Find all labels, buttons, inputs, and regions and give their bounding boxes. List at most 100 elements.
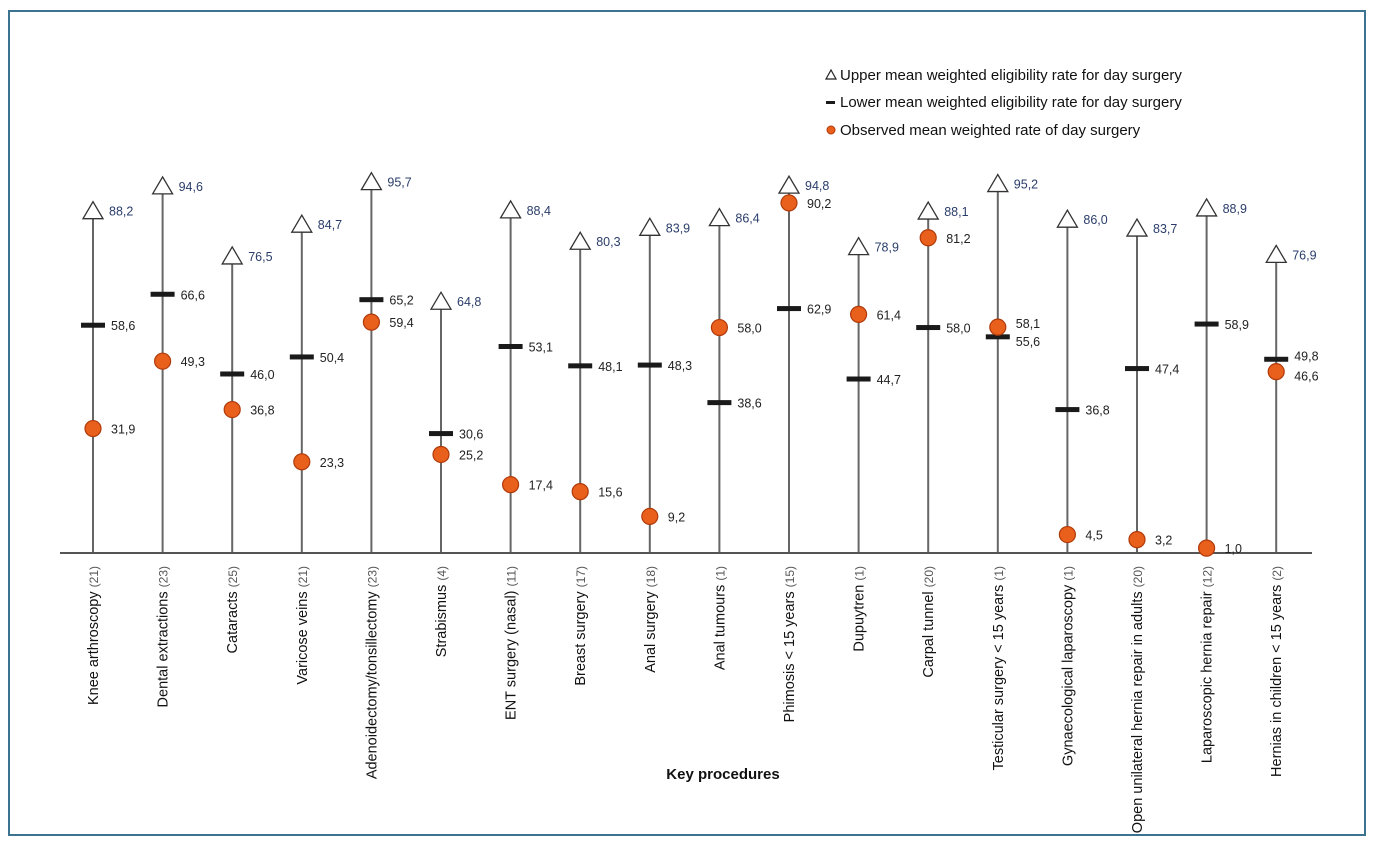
category-name: Open unilateral hernia repair in adults — [1130, 587, 1146, 833]
category-label: Carpal tunnel (20) — [921, 566, 937, 678]
upper-value-label: 76,5 — [248, 250, 272, 264]
category-count: (23) — [157, 566, 171, 587]
observed-marker — [84, 419, 102, 438]
lower-marker — [220, 371, 245, 377]
observed-value-label: 58,0 — [737, 322, 761, 336]
category-label: Breast surgery (17) — [573, 566, 589, 686]
observed-value-label: 81,2 — [946, 232, 970, 246]
legend-lower-label: Lower mean weighted eligibility rate for… — [840, 94, 1182, 111]
procedure-column: 88,2 58,6 31,9 Knee arthroscopy (21) — [81, 200, 135, 705]
procedure-column: 83,9 48,3 9,2 Anal surgery (18) — [637, 217, 692, 673]
lower-value-label: 58,6 — [111, 319, 135, 333]
lower-marker — [707, 400, 732, 406]
lower-value-label: 48,3 — [668, 359, 692, 373]
lower-value-label: 47,4 — [1155, 363, 1179, 377]
category-label: Dental extractions (23) — [156, 566, 172, 707]
lower-marker — [498, 344, 523, 350]
upper-value-label: 83,9 — [666, 221, 690, 235]
category-count: (18) — [644, 566, 658, 587]
legend-upper-label: Upper mean weighted eligibility rate for… — [840, 67, 1182, 84]
upper-value-label: 64,8 — [457, 295, 481, 309]
upper-marker — [499, 199, 522, 219]
upper-marker — [1125, 217, 1149, 237]
legend-item-observed: Observed mean weighted rate of day surge… — [826, 122, 1141, 139]
category-name: Testicular surgery < 15 years — [991, 581, 1007, 771]
observed-marker — [502, 476, 520, 494]
category-label: Knee arthroscopy (21) — [86, 566, 102, 705]
category-count: (11) — [505, 566, 519, 586]
observed-value-label: 58,1 — [1016, 317, 1040, 331]
legend-item-lower: Lower mean weighted eligibility rate for… — [826, 94, 1182, 111]
legend-item-upper: Upper mean weighted eligibility rate for… — [824, 67, 1182, 84]
procedure-column: 84,7 50,4 23,3 Varicose veins (21) — [289, 213, 344, 685]
upper-marker — [1265, 244, 1288, 264]
category-count: (2) — [1270, 566, 1284, 581]
category-count: (1) — [853, 566, 867, 581]
procedure-column: 83,7 47,4 3,2 Open unilateral hernia repair… — [1125, 217, 1179, 833]
category-count: (21) — [87, 566, 101, 587]
lower-marker — [81, 322, 105, 328]
lower-marker — [1125, 366, 1149, 372]
lower-marker — [359, 297, 384, 303]
upper-value-label: 94,6 — [179, 180, 203, 194]
lower-marker — [777, 306, 801, 312]
category-count: (23) — [365, 566, 379, 587]
category-label: Adenoidectomy/tonsillectomy (23) — [364, 566, 380, 779]
upper-value-label: 88,9 — [1223, 202, 1247, 216]
observed-value-label: 61,4 — [877, 308, 901, 322]
legend: Upper mean weighted eligibility rate for… — [824, 67, 1182, 139]
lower-marker — [985, 334, 1010, 340]
lower-value-label: 55,6 — [1016, 335, 1040, 349]
procedure-column: 95,7 65,2 59,4 Adenoidectomy/tonsillectomy … — [359, 171, 414, 779]
category-name: Anal tumours — [712, 581, 728, 670]
lower-value-label: 65,2 — [389, 294, 413, 308]
category-label: Testicular surgery < 15 years (1) — [991, 566, 1007, 770]
observed-value-label: 25,2 — [459, 448, 483, 462]
procedure-column: 88,1 58,0 81,2 Carpal tunnel (20) — [916, 200, 971, 678]
lower-value-label: 66,6 — [181, 288, 205, 302]
category-count: (1) — [992, 566, 1006, 581]
category-count: (20) — [922, 566, 936, 587]
lower-marker — [637, 362, 662, 368]
observed-marker — [362, 313, 380, 331]
observed-value-label: 36,8 — [250, 404, 274, 418]
observed-marker — [1267, 363, 1285, 381]
observed-value-label: 17,4 — [529, 479, 553, 493]
category-label: Dupuytren (1) — [852, 566, 868, 652]
category-name: Anal surgery — [643, 587, 659, 672]
category-name: Breast surgery — [573, 587, 589, 685]
category-count: (21) — [296, 566, 310, 587]
category-count: (15) — [783, 566, 797, 587]
observed-marker — [432, 445, 450, 464]
observed-value-label: 49,3 — [181, 355, 205, 369]
procedure-column: 94,6 66,6 49,3 Dental extractions (23) — [150, 175, 205, 707]
category-name: Phimosis < 15 years — [782, 587, 798, 722]
procedure-column: 88,9 58,9 1,0 Laparoscopic hernia repair (1… — [1194, 197, 1249, 763]
lower-marker — [568, 363, 593, 369]
category-name: Hernias in children < 15 years — [1269, 581, 1285, 777]
observed-marker — [710, 318, 729, 337]
lower-marker — [846, 376, 871, 382]
observed-marker — [919, 229, 937, 247]
upper-marker — [1195, 197, 1218, 217]
upper-value-label: 83,7 — [1153, 222, 1177, 236]
category-count: (12) — [1201, 566, 1215, 587]
procedure-column: 94,8 62,9 90,2 Phimosis < 15 years (15) — [777, 174, 831, 722]
category-label: Phimosis < 15 years (15) — [782, 566, 798, 722]
lower-marker — [1194, 321, 1219, 327]
category-name: Gynaecological laparoscopy — [1060, 581, 1076, 766]
upper-marker — [917, 200, 940, 220]
upper-marker — [569, 230, 592, 250]
plot-area: 88,2 58,6 31,9 Knee arthroscopy (21) 94,6 66,… — [60, 171, 1319, 833]
observed-value-label: 31,9 — [111, 423, 135, 437]
observed-marker — [780, 194, 798, 212]
observed-marker — [1058, 525, 1077, 544]
chart-frame — [8, 10, 1366, 836]
lower-value-label: 49,8 — [1294, 349, 1318, 363]
procedure-column: 86,0 36,8 4,5 Gynaecological laparoscopy (1… — [1055, 208, 1110, 766]
category-label: Hernias in children < 15 years (2) — [1269, 566, 1285, 777]
upper-marker — [847, 236, 870, 256]
legend-observed-label: Observed mean weighted rate of day surge… — [840, 122, 1141, 139]
legend-lower-dash-icon — [826, 101, 835, 104]
